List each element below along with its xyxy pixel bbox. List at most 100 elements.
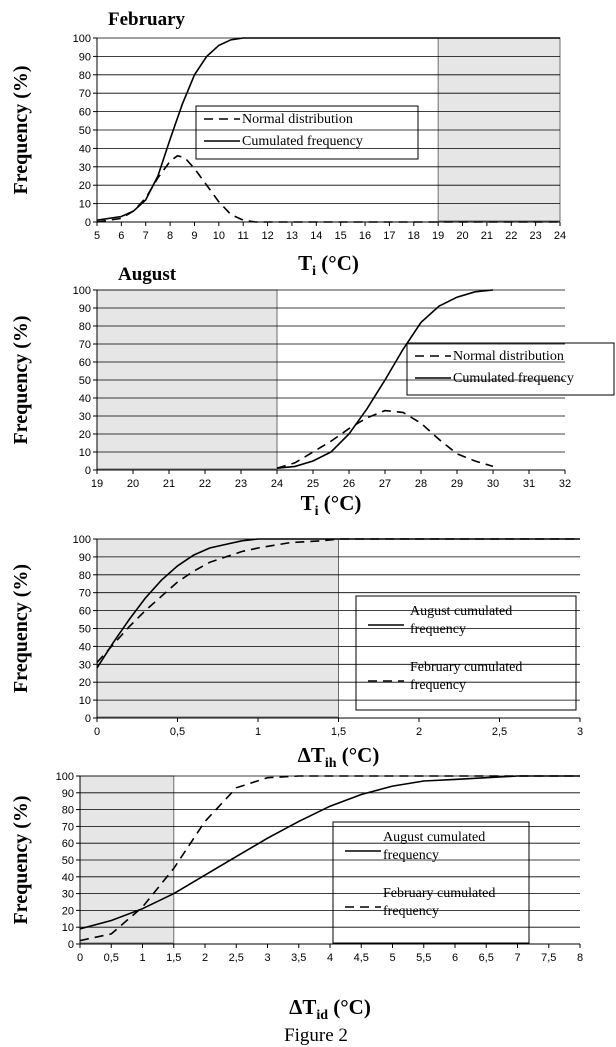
x-tick-label: 29 — [451, 478, 463, 490]
y-tick-label: 0 — [85, 465, 91, 477]
series-line-2 — [79, 775, 580, 942]
y-tick-label: 60 — [62, 838, 74, 850]
legend-label-2: Cumulated frequency — [242, 134, 363, 149]
x-tick-label: 20 — [456, 230, 468, 242]
y-tick-label: 70 — [79, 88, 91, 100]
chart-4: 0 10 20 30 40 50 60 70 80 90 100 0 0,5 1 1,5 2 2,5 3 3,5 4 4… — [10, 771, 583, 1023]
y-tick-label: 80 — [79, 70, 91, 82]
x-tick-label: 1,5 — [331, 726, 346, 738]
x-tick-label: 17 — [383, 230, 395, 242]
x-tick-label: 4 — [327, 952, 333, 964]
x-tick-label: 18 — [408, 230, 420, 242]
legend-box — [195, 105, 419, 160]
y-axis-label: Frequency (%) — [10, 564, 32, 693]
legend: August cumulated frequency February cumula… — [355, 595, 577, 711]
x-tick-label: 7 — [143, 230, 149, 242]
x-tick-label: 1 — [255, 726, 261, 738]
y-tick-label: 10 — [79, 199, 91, 211]
legend: Normal distribution Cumulated frequency — [195, 105, 419, 160]
y-tick-label: 90 — [79, 303, 91, 315]
x-tick-label: 5,5 — [416, 952, 431, 964]
y-tick-label: 10 — [62, 922, 74, 934]
shaded-region — [96, 538, 339, 718]
x-tick-label: 6 — [452, 952, 458, 964]
y-tick-label: 100 — [73, 285, 91, 297]
x-tick-label: 31 — [523, 478, 535, 490]
y-axis-label: Frequency (%) — [10, 315, 32, 444]
chart-2: 0 10 20 30 40 50 60 70 80 90 100 19 20 21 22 23 24 25 26 27… — [10, 264, 615, 519]
x-tick-label: 2,5 — [492, 726, 507, 738]
y-tick-label: 60 — [79, 107, 91, 119]
y-tick-label: 40 — [79, 393, 91, 405]
y-tick-label: 0 — [85, 713, 91, 725]
y-tick-label: 90 — [79, 51, 91, 63]
y-tick-label: 10 — [79, 695, 91, 707]
y-tick-label: 50 — [62, 855, 74, 867]
x-tick-label: 2,5 — [229, 952, 244, 964]
x-tick-label: 4,5 — [354, 952, 369, 964]
x-tick-label: 20 — [127, 478, 139, 490]
y-tick-label: 30 — [79, 411, 91, 423]
shaded-region — [79, 775, 175, 944]
x-axis-label: Ti (°C) — [298, 251, 359, 279]
x-axis-label: Ti (°C) — [301, 491, 362, 519]
x-tick-label: 19 — [432, 230, 444, 242]
x-tick-label: 2 — [416, 726, 422, 738]
legend: Normal distribution Cumulated frequency — [406, 342, 615, 396]
legend: August cumulated frequency February cumula… — [332, 821, 530, 944]
x-tick-label: 2 — [202, 952, 208, 964]
y-tick-label: 80 — [79, 570, 91, 582]
legend-label-1: August cumulated frequency — [383, 830, 485, 863]
x-tick-label: 32 — [559, 478, 571, 490]
legend-label-1: August cumulated frequency — [410, 604, 512, 637]
x-tick-label: 21 — [163, 478, 175, 490]
x-tick-label: 28 — [415, 478, 427, 490]
x-tick-label: 5 — [389, 952, 395, 964]
y-tick-label: 50 — [79, 624, 91, 636]
y-tick-label: 30 — [79, 659, 91, 671]
y-tick-label: 60 — [79, 357, 91, 369]
legend-label-1: Normal distribution — [453, 349, 564, 364]
x-tick-label: 9 — [191, 230, 197, 242]
x-tick-label: 0,5 — [170, 726, 185, 738]
x-tick-label: 22 — [199, 478, 211, 490]
y-tick-label: 50 — [79, 125, 91, 137]
y-tick-label: 70 — [62, 821, 74, 833]
y-tick-label: 10 — [79, 447, 91, 459]
y-tick-label: 90 — [62, 788, 74, 800]
y-tick-label: 30 — [79, 162, 91, 174]
y-tick-label: 80 — [62, 805, 74, 817]
y-tick-label: 20 — [62, 905, 74, 917]
x-tick-label: 6 — [118, 230, 124, 242]
x-tick-label: 8 — [167, 230, 173, 242]
x-tick-label: 12 — [261, 230, 273, 242]
x-tick-label: 3 — [264, 952, 270, 964]
chart-title: February — [108, 9, 186, 30]
x-tick-label: 7 — [514, 952, 520, 964]
y-tick-label: 100 — [56, 771, 74, 783]
x-tick-label: 3,5 — [291, 952, 306, 964]
x-tick-label: 25 — [307, 478, 319, 490]
shaded-region — [96, 289, 278, 470]
x-axis-label: ΔTih (°C) — [298, 743, 380, 771]
x-tick-label: 23 — [235, 478, 247, 490]
x-tick-label: 27 — [379, 478, 391, 490]
y-tick-label: 50 — [79, 375, 91, 387]
x-tick-label: 1,5 — [166, 952, 181, 964]
legend-box — [406, 342, 615, 396]
y-tick-label: 90 — [79, 552, 91, 564]
y-tick-label: 40 — [79, 641, 91, 653]
x-tick-label: 0,5 — [104, 952, 119, 964]
x-tick-label: 24 — [554, 230, 566, 242]
x-tick-label: 21 — [481, 230, 493, 242]
y-tick-label: 20 — [79, 180, 91, 192]
x-tick-label: 7,5 — [541, 952, 556, 964]
x-tick-label: 5 — [94, 230, 100, 242]
y-tick-label: 80 — [79, 321, 91, 333]
series-line-1 — [276, 409, 494, 469]
chart-3: 0 10 20 30 40 50 60 70 80 90 100 0 0,5 1 1,5 2 2,5 3 Frequ… — [10, 534, 583, 771]
legend-label-2: Cumulated frequency — [453, 371, 574, 386]
shaded-region — [437, 37, 561, 222]
figure-caption: Figure 2 — [284, 1025, 348, 1046]
